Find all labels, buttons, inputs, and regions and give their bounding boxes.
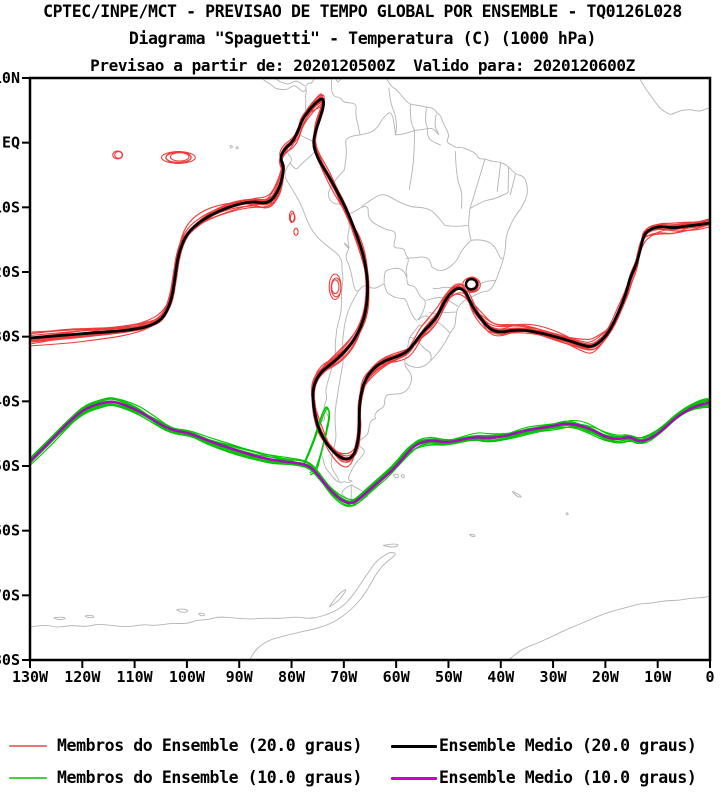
legend-swatch-members-20-icon bbox=[9, 745, 47, 747]
basemap-state-go-mg bbox=[431, 239, 472, 272]
basemap-south-georgia bbox=[511, 490, 522, 498]
y-tick-label: 70S bbox=[0, 586, 20, 604]
map-svg: 130W 120W 110W 100W 90W 80W 70W 60W 50W 40W 30W 20W… bbox=[0, 69, 715, 686]
basemap-state-mt-ms bbox=[405, 256, 433, 267]
ensemble-mean-10c bbox=[30, 400, 710, 505]
basemap-galapagos-a bbox=[229, 144, 233, 149]
basemap-ant-island-b bbox=[84, 614, 95, 619]
basemap-maracaibo bbox=[335, 78, 344, 83]
x-tick-label: 80W bbox=[278, 668, 306, 686]
basemap-state-go-to bbox=[444, 224, 468, 227]
basemap-state-ro-am bbox=[361, 194, 388, 208]
y-tick-label: 80S bbox=[0, 651, 20, 669]
y-tick-label: 20S bbox=[0, 263, 20, 281]
y-tick-label: 50S bbox=[0, 457, 20, 475]
basemap-south-shetland bbox=[383, 543, 399, 548]
x-tick-label: 130W bbox=[12, 668, 49, 686]
basemap-ant-island-a bbox=[53, 616, 66, 620]
basemap-border-col-bra-peru bbox=[343, 134, 361, 170]
basemap-state-am-pa bbox=[408, 130, 415, 190]
basemap-state-ne-b bbox=[507, 166, 510, 193]
basemap-antarctica-west bbox=[30, 552, 396, 660]
y-tick-label: 10S bbox=[0, 198, 20, 216]
legend-label: Ensemble Medio (20.0 graus) bbox=[439, 736, 697, 755]
x-tick-label: 100W bbox=[169, 668, 206, 686]
legend-item-mean-20: Ensemble Medio (20.0 graus) bbox=[391, 736, 721, 756]
ensemble-mean-20c bbox=[30, 97, 710, 461]
basemap-state-ap-pa bbox=[426, 128, 442, 146]
x-tick-label: 40W bbox=[487, 668, 515, 686]
x-tick-label: 70W bbox=[330, 668, 358, 686]
basemap-border-sur-bra bbox=[414, 127, 440, 136]
basemap-border-sur-frg bbox=[425, 107, 428, 129]
basemap-state-sp-pr bbox=[425, 297, 459, 307]
basemap-falkland-w bbox=[392, 473, 400, 479]
basemap-sa-east-coast bbox=[348, 78, 528, 482]
basemap-border-bol-arg bbox=[358, 283, 385, 292]
basemap-border-ven-col bbox=[330, 78, 361, 136]
basemap-state-ne-c bbox=[509, 174, 516, 196]
y-tick-label: 40S bbox=[0, 392, 20, 410]
basemap-antarctica-east bbox=[508, 595, 710, 660]
basemap-centam-pacific bbox=[261, 78, 307, 92]
basemap-border-guy-bra bbox=[395, 129, 415, 136]
legend-label: Ensemble Medio (10.0 graus) bbox=[439, 768, 697, 787]
x-tick-label: 120W bbox=[64, 668, 101, 686]
basemap-border-guy-sur bbox=[409, 104, 415, 131]
basemap-border-chi-arg bbox=[330, 290, 359, 483]
basemap-state-ba-mg bbox=[470, 239, 504, 260]
legend-item-members-10: Membros do Ensemble (10.0 graus) bbox=[9, 768, 389, 788]
basemap-galapagos-b bbox=[235, 146, 239, 150]
x-tick-label: 20W bbox=[592, 668, 620, 686]
y-tick-label: 10N bbox=[0, 69, 20, 87]
basemap-state-pa-east bbox=[454, 151, 463, 209]
basemap bbox=[30, 78, 710, 660]
x-tick-label: 90W bbox=[226, 668, 254, 686]
basemap-border-bol-chi bbox=[346, 259, 359, 292]
basemap-state-to-ba bbox=[468, 208, 472, 241]
legend-swatch-members-10-icon bbox=[9, 777, 47, 779]
chart-title: CPTEC/INPE/MCT - PREVISAO DE TEMPO GLOBA… bbox=[43, 2, 682, 21]
y-tick-label: 60S bbox=[0, 522, 20, 540]
basemap-border-peru-bol bbox=[345, 213, 350, 260]
y-tick-label: 30S bbox=[0, 328, 20, 346]
x-tick-label: 50W bbox=[435, 668, 463, 686]
basemap-state-ba-north bbox=[469, 192, 509, 209]
legend-swatch-mean-20-icon bbox=[391, 744, 437, 748]
basemap-ant-island-d bbox=[198, 612, 205, 617]
y-tick-label: EQ bbox=[2, 134, 20, 152]
basemap-falkland-e bbox=[400, 473, 406, 479]
basemap-state-ne-a bbox=[496, 162, 502, 192]
basemap-centam-caribbean bbox=[274, 78, 315, 87]
legend-item-members-20: Membros do Ensemble (20.0 graus) bbox=[9, 736, 389, 756]
x-tick-label: 110W bbox=[117, 668, 154, 686]
chart-subtitle: Diagrama "Spaguetti" - Temperatura (C) (… bbox=[128, 29, 597, 48]
basemap-state-ma-pi bbox=[469, 158, 486, 209]
chart-forecast-line: Previsao a partir de: 2020120500Z Valido… bbox=[90, 56, 635, 75]
x-tick-label: 60W bbox=[383, 668, 411, 686]
basemap-border-bol-bra bbox=[345, 205, 409, 277]
legend-swatch-mean-10-icon bbox=[391, 776, 437, 780]
x-tick-label: 30W bbox=[540, 668, 568, 686]
legend-label: Membros do Ensemble (10.0 graus) bbox=[57, 768, 363, 787]
basemap-south-orkney bbox=[469, 533, 476, 537]
basemap-ant-island-c bbox=[176, 608, 189, 613]
plot-frame: 130W 120W 110W 100W 90W 80W 70W 60W 50W 40W 30W 20W… bbox=[0, 69, 715, 686]
basemap-south-sandwich bbox=[565, 512, 569, 516]
basemap-state-mt-north bbox=[387, 195, 446, 226]
legend-item-mean-10: Ensemble Medio (10.0 graus) bbox=[391, 768, 721, 788]
basemap-alexander-island bbox=[328, 589, 347, 608]
x-tick-label: 10W bbox=[644, 668, 672, 686]
basemap-africa-coast bbox=[639, 78, 710, 115]
x-tick-label: 0 bbox=[705, 668, 714, 686]
legend-label: Membros do Ensemble (20.0 graus) bbox=[57, 736, 363, 755]
basemap-paraguay-outline bbox=[383, 267, 426, 321]
basemap-border-frg-bra bbox=[434, 114, 440, 136]
basemap-border-ven-bra bbox=[360, 112, 397, 136]
basemap-border-uru-bra bbox=[408, 337, 432, 361]
basemap-border-ecu-peru bbox=[289, 148, 317, 170]
basemap-border-ven-guy bbox=[388, 87, 397, 135]
